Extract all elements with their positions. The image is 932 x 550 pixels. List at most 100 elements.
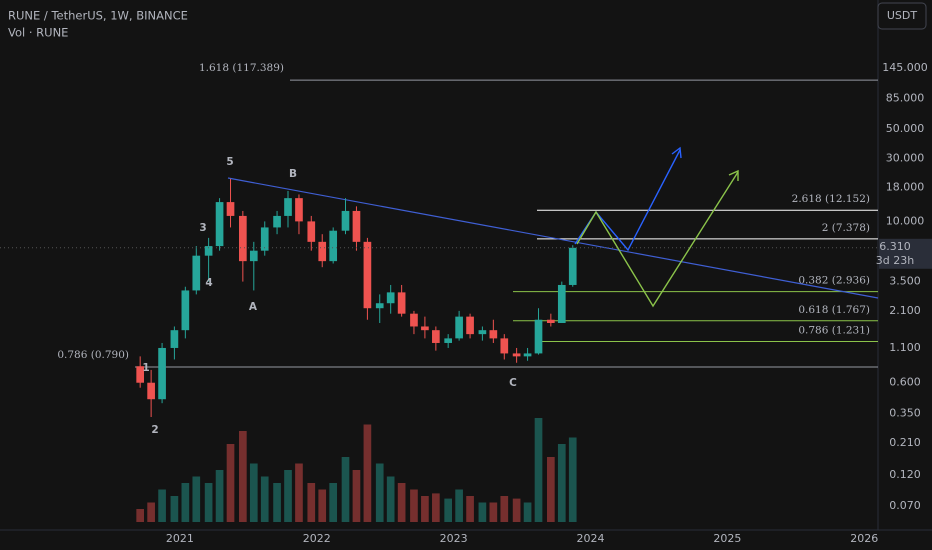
candle-body bbox=[421, 326, 429, 331]
chart-title: RUNE / TetherUS, 1W, BINANCE bbox=[8, 9, 188, 23]
volume-bar bbox=[444, 498, 453, 522]
fib-label: 0.618 (1.767) bbox=[798, 304, 870, 316]
candle-body bbox=[239, 215, 247, 262]
fib-label: 0.382 (2.936) bbox=[798, 275, 870, 287]
volume-bar bbox=[136, 509, 145, 522]
volume-bar bbox=[204, 483, 213, 522]
volume-bar bbox=[329, 483, 338, 522]
volume-bar bbox=[363, 424, 372, 522]
fib-label: 2 (7.378) bbox=[822, 222, 870, 234]
y-tick-label: 85.000 bbox=[886, 92, 925, 105]
candle-body bbox=[204, 246, 213, 256]
candle-body bbox=[181, 290, 190, 331]
volume-bar bbox=[547, 457, 555, 522]
volume-bar bbox=[500, 496, 509, 522]
volume-bar bbox=[249, 463, 258, 522]
volume-bar bbox=[147, 502, 155, 522]
candle-body bbox=[489, 330, 498, 339]
fib-label: 0.786 (1.231) bbox=[798, 325, 870, 337]
volume-bar bbox=[170, 496, 179, 522]
y-tick-label: 3.500 bbox=[889, 275, 921, 288]
candle-body bbox=[512, 353, 521, 357]
candle-body bbox=[432, 330, 440, 343]
volume-bar bbox=[215, 470, 224, 522]
wave-label: A bbox=[249, 301, 258, 313]
volume-bar bbox=[226, 444, 235, 522]
volume-bar bbox=[523, 502, 532, 522]
volume-bar bbox=[352, 470, 361, 522]
volume-bar bbox=[239, 431, 247, 522]
y-tick-label: 0.210 bbox=[889, 436, 921, 449]
projection-path bbox=[574, 149, 681, 252]
candles bbox=[136, 178, 577, 418]
candle-body bbox=[170, 330, 179, 348]
volume-bar bbox=[284, 470, 292, 522]
candle-body bbox=[295, 198, 303, 222]
axes: 2021 2022 2023 2024 2025 2026145.00085.00050.… bbox=[0, 61, 932, 545]
candle-body bbox=[386, 292, 395, 304]
candle-body bbox=[307, 221, 316, 242]
candle-body bbox=[158, 347, 166, 400]
volume-bar bbox=[158, 489, 166, 522]
volume-bar bbox=[534, 418, 543, 522]
y-tick-label: 1.100 bbox=[889, 341, 921, 354]
candle-body bbox=[329, 230, 338, 262]
fib-levels: 1.618 (117.389) 0.786 (0.790) 2.618 (12.15… bbox=[57, 62, 878, 368]
candle-body bbox=[397, 292, 406, 314]
y-tick-label: 2.100 bbox=[889, 304, 921, 317]
x-tick-label: 2021 bbox=[166, 532, 194, 545]
candle-body bbox=[534, 319, 543, 354]
y-tick-label: 145.000 bbox=[882, 61, 928, 74]
y-tick-label: 0.350 bbox=[889, 407, 921, 420]
arrow-head bbox=[728, 169, 739, 181]
trend-line bbox=[227, 177, 879, 299]
last-price-label: 6.310 bbox=[879, 240, 911, 253]
candle-body bbox=[500, 338, 509, 354]
volume-bar bbox=[478, 502, 487, 522]
volume-bar bbox=[181, 483, 190, 522]
x-tick-label: 2023 bbox=[440, 532, 468, 545]
volume-bar bbox=[512, 498, 521, 522]
projection-path bbox=[576, 171, 739, 308]
candle-body bbox=[260, 227, 269, 251]
volume-bar bbox=[466, 496, 474, 522]
candle-body bbox=[557, 284, 566, 324]
y-tick-label: 10.000 bbox=[886, 214, 925, 227]
volume-bar bbox=[341, 457, 350, 522]
candle-body bbox=[568, 247, 577, 285]
y-tick-label: 0.120 bbox=[889, 468, 921, 481]
wave-label: B bbox=[289, 168, 297, 180]
wave-label: 5 bbox=[226, 156, 233, 168]
volume-bar bbox=[386, 476, 395, 522]
candle-body bbox=[192, 255, 201, 291]
candle-body bbox=[444, 338, 453, 343]
volume-bar bbox=[260, 476, 269, 522]
fib-label: 2.618 (12.152) bbox=[792, 193, 870, 205]
volume-bar bbox=[375, 463, 384, 522]
countdown: 3d 23h bbox=[876, 254, 914, 267]
y-tick-label: 18.000 bbox=[886, 181, 925, 194]
volume-bar bbox=[410, 489, 418, 522]
y-tick-label: 0.600 bbox=[889, 376, 921, 389]
candle-body bbox=[284, 198, 292, 216]
last-price-box bbox=[879, 238, 932, 269]
candle-body bbox=[226, 202, 235, 216]
volume-bar bbox=[489, 502, 498, 522]
volume-bar bbox=[568, 437, 577, 522]
currency-label[interactable]: USDT bbox=[887, 9, 918, 22]
wave-label: 4 bbox=[205, 277, 212, 289]
candle-body bbox=[410, 313, 418, 327]
currency-button[interactable] bbox=[877, 2, 927, 30]
volume-bar bbox=[273, 483, 281, 522]
fib-label: 0.786 (0.790) bbox=[57, 349, 129, 361]
wave-label: 2 bbox=[151, 424, 158, 436]
wave-label: C bbox=[509, 377, 517, 389]
volume-pane bbox=[136, 418, 577, 522]
fib-label: 1.618 (117.389) bbox=[199, 62, 284, 74]
wave-label: 3 bbox=[199, 222, 206, 234]
candle-body bbox=[455, 316, 463, 339]
candle-body bbox=[478, 330, 487, 335]
candle-body bbox=[363, 241, 372, 309]
